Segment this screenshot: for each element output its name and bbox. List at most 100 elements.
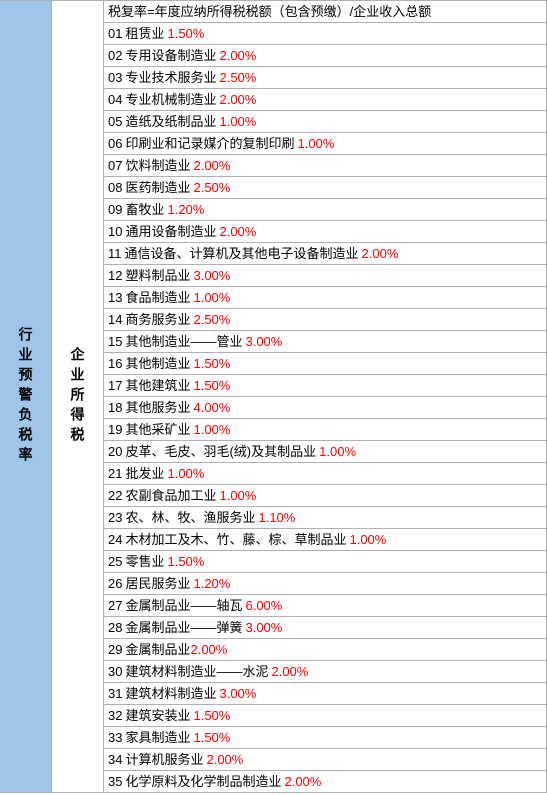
table-row: 31建筑材料制造业3.00% bbox=[104, 682, 547, 704]
industry-name: 零售业 bbox=[125, 553, 164, 570]
row-number: 08 bbox=[108, 179, 122, 196]
table-row: 28金属制品业——弹簧3.00% bbox=[104, 616, 547, 638]
tax-rate: 1.20% bbox=[167, 201, 204, 218]
row-number: 19 bbox=[108, 421, 122, 438]
table-row: 11通信设备、计算机及其他电子设备制造业2.00% bbox=[104, 242, 547, 264]
table-row: 14商务服务业2.50% bbox=[104, 308, 547, 330]
row-number: 22 bbox=[108, 487, 122, 504]
row-number: 26 bbox=[108, 575, 122, 592]
row-number: 35 bbox=[108, 773, 122, 790]
industry-name: 通用设备制造业 bbox=[125, 223, 216, 240]
industry-name: 印刷业和记录媒介的复制印刷 bbox=[125, 135, 294, 152]
industry-name: 畜牧业 bbox=[125, 201, 164, 218]
mid-category-label: 企业所得税 bbox=[68, 347, 88, 447]
industry-name: 租赁业 bbox=[125, 25, 164, 42]
industry-name: 计算机服务业 bbox=[125, 751, 203, 768]
table-row: 33家具制造业1.50% bbox=[104, 726, 547, 748]
industry-name: 造纸及纸制品业 bbox=[125, 113, 216, 130]
table-row: 24木材加工及木、竹、藤、棕、草制品业1.00% bbox=[104, 528, 547, 550]
tax-rate: 1.00% bbox=[319, 443, 356, 460]
industry-name: 化学原料及化学制品制造业 bbox=[125, 773, 281, 790]
row-number: 31 bbox=[108, 685, 122, 702]
tax-rate: 1.00% bbox=[219, 113, 256, 130]
row-number: 11 bbox=[108, 245, 122, 262]
industry-name: 建筑材料制造业——水泥 bbox=[125, 663, 268, 680]
tax-rate: 2.00% bbox=[362, 245, 399, 262]
industry-name: 其他制造业 bbox=[125, 355, 190, 372]
row-number: 07 bbox=[108, 157, 122, 174]
tax-rate: 1.50% bbox=[193, 707, 230, 724]
row-number: 14 bbox=[108, 311, 122, 328]
industry-name: 其他服务业 bbox=[125, 399, 190, 416]
industry-name: 专业机械制造业 bbox=[125, 91, 216, 108]
tax-rate: 1.20% bbox=[193, 575, 230, 592]
table-row: 25零售业1.50% bbox=[104, 550, 547, 572]
row-number: 13 bbox=[108, 289, 122, 306]
industry-name: 农、林、牧、渔服务业 bbox=[125, 509, 255, 526]
table-row: 26居民服务业1.20% bbox=[104, 572, 547, 594]
industry-name: 其他采矿业 bbox=[125, 421, 190, 438]
table-row: 35化学原料及化学制品制造业2.00% bbox=[104, 770, 547, 793]
table-row: 16其他制造业1.50% bbox=[104, 352, 547, 374]
row-number: 21 bbox=[108, 465, 122, 482]
row-number: 16 bbox=[108, 355, 122, 372]
row-number: 03 bbox=[108, 69, 122, 86]
industry-name: 家具制造业 bbox=[125, 729, 190, 746]
industry-name: 金属制品业——弹簧 bbox=[125, 619, 242, 636]
industry-name: 批发业 bbox=[125, 465, 164, 482]
tax-rate: 1.50% bbox=[167, 553, 204, 570]
table-row: 20皮革、毛皮、羽毛(绒)及其制品业1.00% bbox=[104, 440, 547, 462]
industry-name: 农副食品加工业 bbox=[125, 487, 216, 504]
tax-rate: 1.00% bbox=[193, 421, 230, 438]
formula-text: 税复率=年度应纳所得税税额（包含预缴）/企业收入总额 bbox=[108, 3, 431, 20]
row-number: 09 bbox=[108, 201, 122, 218]
tax-rate: 3.00% bbox=[193, 267, 230, 284]
table-row: 13食品制造业1.00% bbox=[104, 286, 547, 308]
table-row: 23农、林、牧、渔服务业1.10% bbox=[104, 506, 547, 528]
table-row: 19其他采矿业1.00% bbox=[104, 418, 547, 440]
table-row: 22农副食品加工业1.00% bbox=[104, 484, 547, 506]
row-number: 10 bbox=[108, 223, 122, 240]
tax-rate: 2.00% bbox=[219, 91, 256, 108]
industry-name: 专用设备制造业 bbox=[125, 47, 216, 64]
table-row: 05造纸及纸制品业1.00% bbox=[104, 110, 547, 132]
mid-category-column: 企业所得税 bbox=[52, 0, 104, 793]
formula-header-row: 税复率=年度应纳所得税税额（包含预缴）/企业收入总额 bbox=[104, 0, 547, 22]
tax-rate-table: 行业预警负税率 企业所得税 税复率=年度应纳所得税税额（包含预缴）/企业收入总额… bbox=[0, 0, 547, 793]
table-row: 18其他服务业4.00% bbox=[104, 396, 547, 418]
industry-name: 其他建筑业 bbox=[125, 377, 190, 394]
row-number: 20 bbox=[108, 443, 122, 460]
row-number: 05 bbox=[108, 113, 122, 130]
table-row: 27金属制品业——轴瓦6.00% bbox=[104, 594, 547, 616]
industry-name: 金属制品业 bbox=[125, 641, 190, 658]
row-number: 32 bbox=[108, 707, 122, 724]
industry-name: 居民服务业 bbox=[125, 575, 190, 592]
row-number: 24 bbox=[108, 531, 122, 548]
tax-rate: 4.00% bbox=[193, 399, 230, 416]
industry-name: 其他制造业——管业 bbox=[125, 333, 242, 350]
left-category-column: 行业预警负税率 bbox=[0, 0, 52, 793]
row-number: 33 bbox=[108, 729, 122, 746]
table-row: 34计算机服务业2.00% bbox=[104, 748, 547, 770]
table-row: 17其他建筑业1.50% bbox=[104, 374, 547, 396]
table-row: 06印刷业和记录媒介的复制印刷1.00% bbox=[104, 132, 547, 154]
row-number: 15 bbox=[108, 333, 122, 350]
table-row: 02专用设备制造业2.00% bbox=[104, 44, 547, 66]
table-row: 10通用设备制造业2.00% bbox=[104, 220, 547, 242]
row-number: 25 bbox=[108, 553, 122, 570]
tax-rate: 6.00% bbox=[245, 597, 282, 614]
tax-rate: 2.00% bbox=[219, 47, 256, 64]
tax-rate: 2.00% bbox=[193, 157, 230, 174]
row-number: 23 bbox=[108, 509, 122, 526]
tax-rate: 1.00% bbox=[193, 289, 230, 306]
tax-rate: 1.50% bbox=[167, 25, 204, 42]
row-number: 34 bbox=[108, 751, 122, 768]
tax-rate: 1.00% bbox=[167, 465, 204, 482]
tax-rate: 2.50% bbox=[219, 69, 256, 86]
industry-name: 建筑安装业 bbox=[125, 707, 190, 724]
row-number: 29 bbox=[108, 641, 122, 658]
tax-rate: 3.00% bbox=[245, 619, 282, 636]
table-row: 08医药制造业2.50% bbox=[104, 176, 547, 198]
industry-name: 专业技术服务业 bbox=[125, 69, 216, 86]
table-row: 15其他制造业——管业3.00% bbox=[104, 330, 547, 352]
